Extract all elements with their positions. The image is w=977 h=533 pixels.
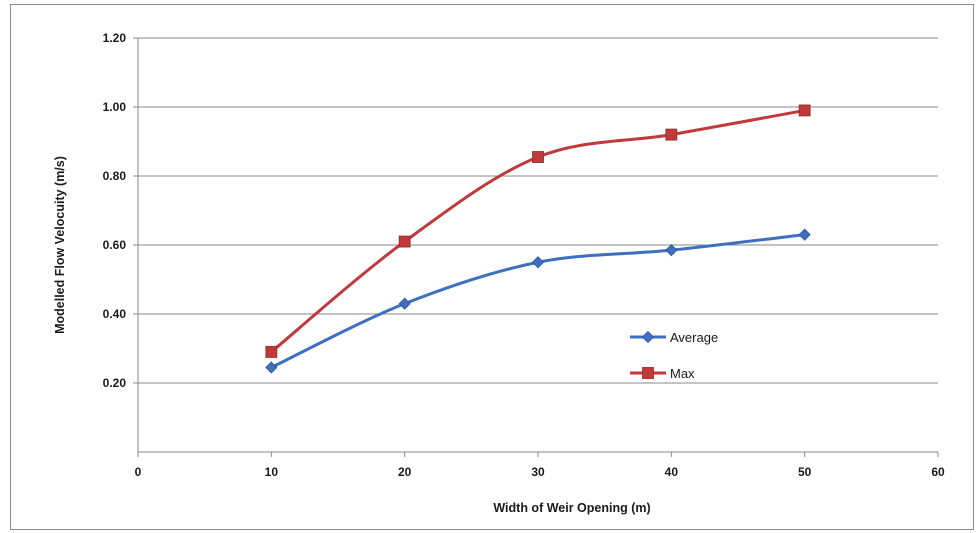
x-tick-label: 0: [135, 465, 142, 479]
y-axis-title: Modelled Flow Velocuity (m/s): [53, 156, 67, 334]
x-tick-label: 60: [931, 465, 945, 479]
x-tick-label: 30: [531, 465, 545, 479]
y-tick-label: 0.60: [103, 238, 127, 252]
x-tick-label: 50: [798, 465, 812, 479]
axes: [133, 37, 939, 457]
series-line-average: [270, 233, 805, 369]
series-line-max: [270, 108, 805, 354]
legend-label-average: Average: [670, 330, 718, 345]
y-tick-label: 0.80: [103, 169, 127, 183]
x-axis-title: Width of Weir Opening (m): [493, 501, 650, 515]
y-tick-label: 1.00: [103, 100, 127, 114]
data-point-average: [265, 361, 278, 374]
data-point-average: [665, 244, 678, 257]
data-point-max: [665, 128, 678, 141]
legend: Average Max: [630, 330, 718, 381]
data-series: [265, 104, 811, 374]
data-point-max: [265, 346, 278, 358]
grid-lines: [138, 37, 938, 384]
data-point-average: [531, 256, 545, 269]
x-tick-label: 20: [398, 465, 412, 479]
legend-label-max: Max: [670, 366, 695, 381]
y-tick-label: 0.20: [103, 376, 127, 390]
legend-marker-average: [641, 330, 655, 344]
y-tick-label: 1.20: [103, 31, 127, 45]
legend-marker-max: [642, 367, 654, 379]
x-tick-label: 10: [265, 465, 279, 479]
chart-frame: [10, 4, 974, 530]
x-tick-label: 40: [665, 465, 679, 479]
tick-labels: 0.20 0.40 0.60 0.80 1.00 1.20 0 10 20 30 40 50 60: [103, 31, 945, 479]
y-tick-label: 0.40: [103, 307, 127, 321]
data-point-max: [398, 235, 411, 248]
data-point-average: [798, 228, 811, 241]
data-point-max: [798, 104, 811, 117]
data-point-max: [532, 151, 544, 163]
data-point-average: [398, 297, 411, 310]
